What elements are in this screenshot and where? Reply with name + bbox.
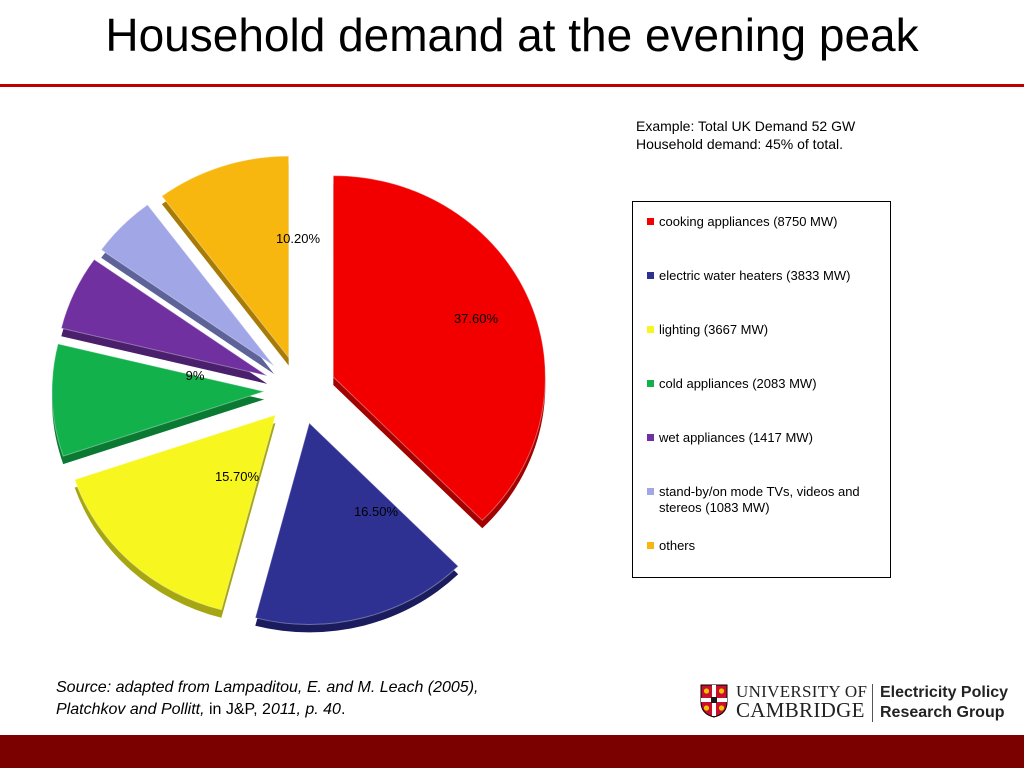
university-wordmark: UNIVERSITY OF CAMBRIDGE	[736, 682, 868, 722]
pie-slice-group-1: 16.50%	[254, 422, 459, 633]
pie-slice-1	[254, 422, 459, 625]
legend-label-5: stand-by/on mode TVs, videos and stereos…	[659, 484, 860, 515]
pie-slice-group-6: 10.20%	[161, 155, 321, 366]
logo-divider	[872, 684, 873, 722]
pie-slice-label-1: 16.50%	[354, 504, 399, 519]
source-part-5: .	[340, 701, 346, 718]
group-line-2: Research Group	[880, 704, 1005, 721]
source-part-1: Source: adapted from Lampaditou, E. and …	[56, 679, 479, 696]
legend-item-4: wet appliances (1417 MW)	[647, 430, 883, 446]
slide-title: Household demand at the evening peak	[105, 9, 919, 61]
legend-item-2: lighting (3667 MW)	[647, 322, 883, 338]
cambridge-crest-icon	[700, 684, 728, 718]
legend-item-3: cold appliances (2083 MW)	[647, 376, 883, 392]
pie-slice-label-0: 37.60%	[454, 311, 499, 326]
legend-swatch-3	[647, 380, 654, 387]
pie-slice-6	[161, 155, 290, 359]
group-line-1: Electricity Policy	[880, 684, 1009, 701]
source-citation: Source: adapted from Lampaditou, E. and …	[56, 677, 478, 721]
legend-item-0: cooking appliances (8750 MW)	[647, 214, 883, 230]
cambridge-epr-logo: UNIVERSITY OF CAMBRIDGE Electricity Poli…	[700, 680, 1010, 728]
legend-swatch-1	[647, 272, 654, 279]
demand-note-line-1: Example: Total UK Demand 52 GW	[636, 118, 856, 134]
legend-swatch-4	[647, 434, 654, 441]
source-part-3: in J&P, 2	[204, 701, 271, 718]
legend-label-1: electric water heaters (3833 MW)	[659, 268, 851, 283]
source-part-4: 011, p. 40	[270, 701, 341, 718]
legend-label-6: others	[659, 538, 696, 553]
pie-slice-group-0: 37.60%	[332, 175, 546, 529]
legend-swatch-5	[647, 488, 654, 495]
legend-swatch-6	[647, 542, 654, 549]
pie-slice-label-6: 10.20%	[276, 231, 321, 246]
footer-bar	[0, 735, 1024, 768]
university-line-1: UNIVERSITY OF	[736, 682, 868, 701]
pie-slice-5	[100, 204, 275, 367]
pie-slice-label-2: 15.70%	[215, 469, 260, 484]
legend-swatch-2	[647, 326, 654, 333]
group-wordmark: Electricity Policy Research Group	[880, 683, 1008, 723]
legend-label-4: wet appliances (1417 MW)	[659, 430, 813, 445]
chart-legend: cooking appliances (8750 MW) electric wat…	[632, 201, 891, 578]
legend-label-2: lighting (3667 MW)	[659, 322, 769, 337]
pie-slice-3	[51, 343, 266, 457]
legend-item-6: others	[647, 538, 883, 554]
pie-chart: 37.60%16.50%15.70%9%6%5%10.20%	[51, 155, 546, 633]
pie-slice-group-3: 9%	[51, 343, 266, 465]
pie-slice-group-2: 15.70%	[74, 414, 277, 618]
legend-item-1: electric water heaters (3833 MW)	[647, 268, 883, 284]
pie-slice-2	[74, 414, 277, 611]
legend-label-0: cooking appliances (8750 MW)	[659, 214, 838, 229]
pie-slice-0	[332, 175, 546, 521]
university-line-2: CAMBRIDGE	[736, 698, 865, 722]
legend-swatch-0	[647, 218, 654, 225]
legend-label-3: cold appliances (2083 MW)	[659, 376, 817, 391]
title-divider	[0, 84, 1024, 87]
pie-slice-label-3: 9%	[186, 368, 205, 383]
pie-slice-4	[60, 258, 268, 377]
demand-note-line-2: Household demand: 45% of total.	[636, 136, 844, 152]
demand-note: Example: Total UK Demand 52 GW Household…	[636, 117, 855, 153]
source-part-2: Platchkov and Pollitt,	[56, 701, 205, 718]
legend-item-5: stand-by/on mode TVs, videos and stereos…	[647, 484, 883, 516]
